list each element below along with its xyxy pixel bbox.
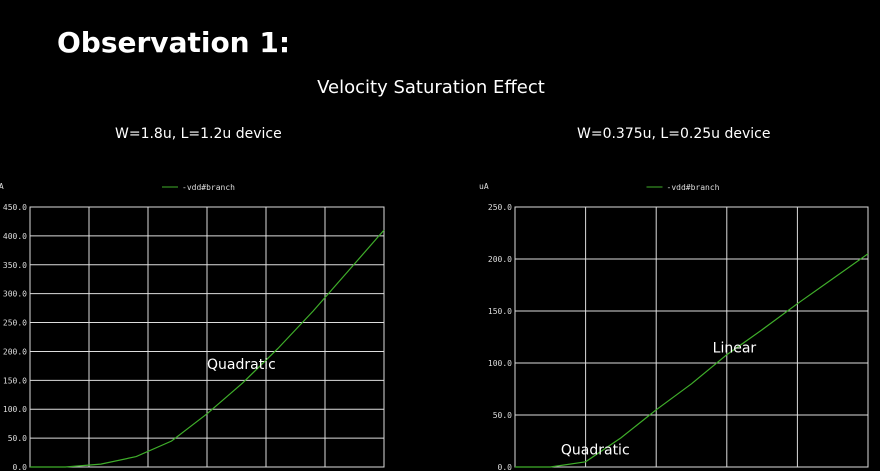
slide-subtitle: Velocity Saturation Effect — [317, 77, 545, 98]
right-y-tick-label: 100.0 — [488, 359, 512, 368]
left-y-axis-label: uA — [0, 182, 4, 191]
right-y-tick-label: 200.0 — [488, 255, 512, 264]
left-y-tick-label: 350.0 — [3, 261, 27, 270]
left-chart: 0.0 50.0 100.0 150.0 200.0 250.0 300.0 350.0 400… — [0, 182, 385, 471]
left-y-tick-label: 450.0 — [3, 203, 27, 212]
right-legend-label: -vdd#branch — [667, 183, 720, 192]
right-y-tick-label: 0.0 — [498, 463, 513, 471]
left-plot-title: W=1.8u, L=1.2u device — [115, 126, 282, 142]
right-plot-frame — [514, 206, 869, 468]
left-y-tick-label: 250.0 — [3, 319, 27, 328]
slide-title: Observation 1: — [57, 26, 291, 59]
left-y-tick-label: 150.0 — [3, 376, 27, 385]
left-y-tick-label: 200.0 — [3, 347, 27, 356]
right-y-axis-label: uA — [479, 182, 489, 191]
left-y-tick-label: 100.0 — [3, 405, 27, 414]
left-legend-label: -vdd#branch — [182, 183, 235, 192]
left-y-tick-label: 300.0 — [3, 290, 27, 299]
right-series-line — [515, 253, 869, 468]
right-y-tick-label: 250.0 — [488, 203, 512, 212]
right-y-tick-label: 150.0 — [488, 307, 512, 316]
left-y-tick-label: 0.0 — [13, 463, 28, 471]
left-annotation: Quadratic — [207, 357, 276, 373]
right-annotation: Linear — [713, 341, 757, 357]
right-plot-title: W=0.375u, L=0.25u device — [577, 126, 771, 142]
left-y-tick-label: 50.0 — [8, 434, 27, 443]
right-annotation: Quadratic — [561, 443, 630, 459]
left-series-line — [30, 229, 385, 468]
left-y-tick-label: 400.0 — [3, 232, 27, 241]
right-y-tick-label: 50.0 — [493, 411, 512, 420]
